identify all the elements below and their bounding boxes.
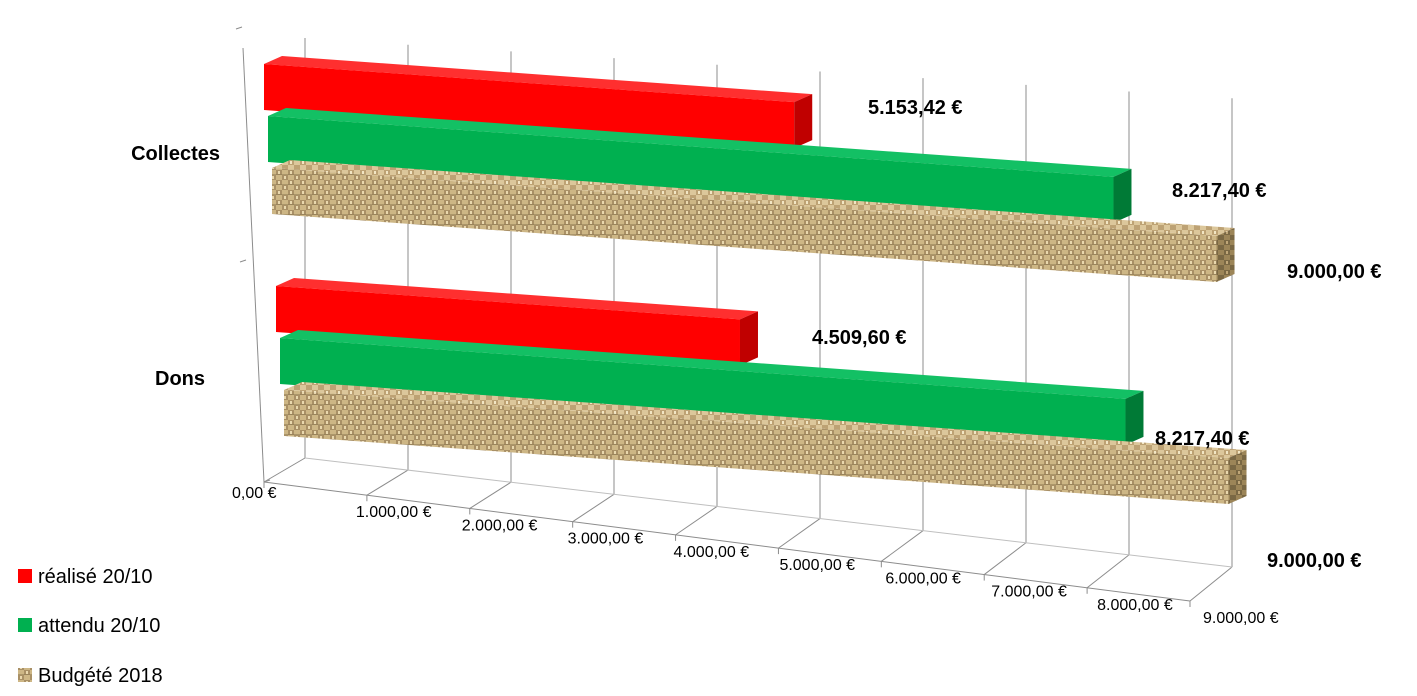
legend-swatch [18, 569, 32, 583]
bar-side [1216, 228, 1235, 283]
bar-top [280, 330, 1144, 399]
legend-label: attendu 20/10 [38, 615, 160, 637]
bar-2-1 [284, 382, 1247, 505]
labels: 5.153,42 € 8.217,40 € 9.000,00 € 4.509,60 €… [812, 97, 1382, 572]
tick-label: 5.000,00 € [779, 557, 855, 574]
category-label: Dons [155, 368, 205, 390]
legend-label: Budgété 2018 [38, 665, 163, 687]
data-label: 9.000,00 € [1267, 550, 1362, 572]
bar [276, 286, 740, 366]
bar-top [264, 56, 813, 103]
gridline [469, 481, 512, 509]
bar-side [1228, 450, 1247, 505]
x-axis-line [263, 481, 1191, 602]
bar [264, 64, 795, 149]
tick-label: 7.000,00 € [991, 584, 1067, 601]
bar-0-0 [264, 56, 813, 149]
data-label: 4.509,60 € [812, 327, 907, 349]
axis: 0,00 € 1.000,00 € 2.000,00 € 3.000,00 € 4.00… [131, 26, 1279, 627]
bar-1-0 [268, 108, 1132, 223]
gridline [778, 518, 821, 549]
gridline [675, 506, 718, 536]
bar-top [276, 278, 758, 320]
tick-label: 1.000,00 € [356, 504, 432, 521]
gridline [263, 457, 306, 483]
category-label: Collectes [131, 143, 220, 165]
bar-side [1113, 168, 1132, 223]
gridline [572, 493, 615, 523]
tick-label: 9.000,00 € [1203, 610, 1279, 627]
tick-label: 6.000,00 € [885, 570, 961, 587]
y-axis-line [242, 47, 265, 483]
gridline [1189, 566, 1233, 602]
gridline [983, 542, 1027, 575]
bar-side [1125, 390, 1144, 445]
bar [272, 168, 1217, 283]
tick-label: 4.000,00 € [674, 544, 750, 561]
data-label: 8.217,40 € [1155, 428, 1250, 450]
legend-label: réalisé 20/10 [38, 566, 153, 588]
axis-tick [263, 479, 271, 483]
bar-top [268, 108, 1132, 177]
legend-swatch [18, 618, 32, 632]
data-label: 9.000,00 € [1287, 261, 1382, 283]
gridline [1086, 554, 1130, 589]
data-label: 8.217,40 € [1172, 180, 1267, 202]
tick-label: 0,00 € [232, 485, 277, 502]
data-label: 5.153,42 € [868, 97, 963, 119]
legend: réalisé 20/10 attendu 20/10 Budgété 2018 [18, 566, 163, 687]
bar-1-1 [280, 330, 1144, 445]
bar-top [272, 160, 1235, 237]
bar-top [284, 382, 1247, 459]
bars [264, 56, 1247, 505]
back-base-line [304, 457, 1233, 568]
bar-side [739, 311, 758, 366]
bar-0-1 [276, 278, 758, 366]
axis-tick [239, 259, 247, 263]
axis-tick [235, 26, 243, 30]
tick-label: 2.000,00 € [462, 517, 538, 534]
tick-label: 3.000,00 € [568, 531, 644, 548]
gridline [366, 469, 409, 496]
bar-side [794, 94, 813, 149]
bar [268, 116, 1114, 223]
bar-2-0 [272, 160, 1235, 283]
gridline [881, 530, 924, 562]
bar [284, 390, 1229, 505]
bar [280, 338, 1126, 445]
tick-label: 8.000,00 € [1097, 597, 1173, 614]
legend-swatch [18, 668, 32, 682]
